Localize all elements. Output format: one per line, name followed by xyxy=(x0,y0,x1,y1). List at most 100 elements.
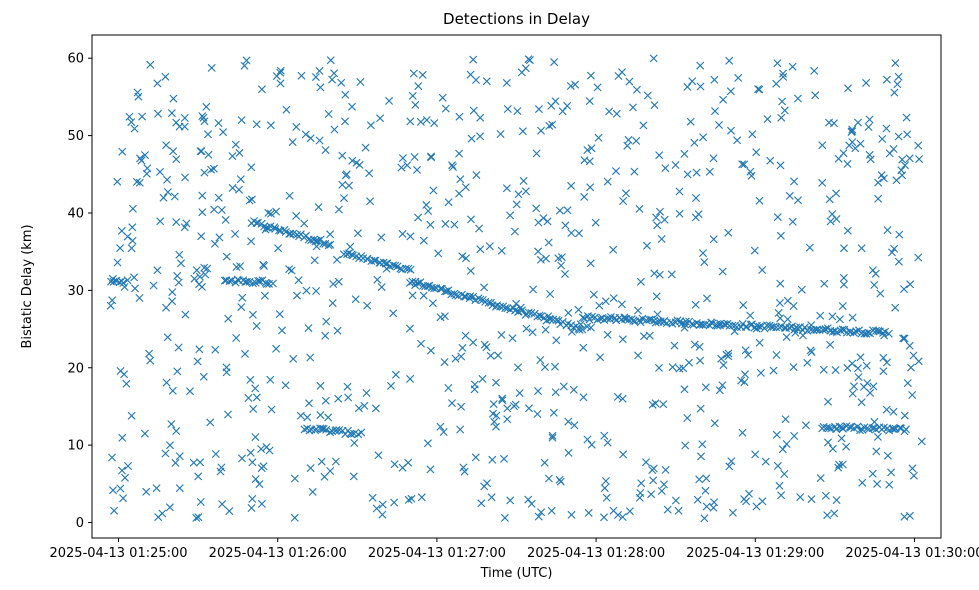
data-point xyxy=(648,466,657,474)
data-point xyxy=(517,306,526,315)
data-point xyxy=(451,354,460,363)
data-point xyxy=(618,513,627,521)
data-point xyxy=(198,282,206,291)
data-point xyxy=(619,450,628,459)
data-point xyxy=(368,493,377,502)
data-point xyxy=(194,472,203,481)
data-point xyxy=(266,209,275,218)
data-point xyxy=(285,191,294,200)
data-point xyxy=(182,219,191,228)
data-point xyxy=(696,61,705,70)
data-point xyxy=(779,69,787,78)
data-point xyxy=(494,351,503,360)
data-point xyxy=(758,266,767,274)
data-point xyxy=(127,244,136,253)
data-point xyxy=(252,322,261,330)
data-point xyxy=(534,218,543,227)
x-tick-label: 2025-04-13 01:29:00 xyxy=(686,546,824,561)
data-point xyxy=(839,280,848,289)
data-point xyxy=(554,254,563,263)
data-point xyxy=(634,306,642,315)
data-point xyxy=(472,171,481,180)
data-point xyxy=(109,486,117,495)
data-point xyxy=(385,96,394,105)
data-point xyxy=(820,279,829,288)
data-point xyxy=(578,313,587,322)
data-point xyxy=(501,304,510,313)
data-point xyxy=(475,224,484,233)
data-point xyxy=(484,298,493,307)
data-point xyxy=(489,400,498,409)
data-point xyxy=(224,314,233,323)
data-point xyxy=(391,261,400,270)
data-point xyxy=(169,94,178,103)
data-point xyxy=(691,213,700,222)
data-point xyxy=(423,439,432,448)
data-point xyxy=(181,173,189,182)
data-point xyxy=(681,320,689,329)
data-point xyxy=(333,255,341,264)
data-point xyxy=(249,279,257,288)
data-point xyxy=(848,389,857,398)
data-point xyxy=(807,348,816,357)
data-point xyxy=(316,83,325,92)
data-point xyxy=(579,393,588,402)
data-point xyxy=(305,399,313,408)
data-point xyxy=(457,352,466,361)
data-point xyxy=(848,313,857,322)
data-point xyxy=(609,506,618,515)
data-point xyxy=(870,417,879,426)
data-point xyxy=(819,365,828,374)
data-point xyxy=(345,181,353,190)
data-point xyxy=(168,288,177,297)
data-point xyxy=(448,161,457,170)
data-point xyxy=(522,324,531,333)
data-point xyxy=(441,104,450,113)
data-point xyxy=(340,194,348,203)
data-point xyxy=(772,351,781,359)
data-point xyxy=(874,194,883,203)
data-point xyxy=(688,77,697,86)
data-point xyxy=(546,290,555,298)
data-point xyxy=(163,175,172,184)
data-point xyxy=(780,106,789,115)
data-point xyxy=(198,208,207,217)
data-point xyxy=(647,315,656,324)
data-point xyxy=(681,317,690,326)
data-point xyxy=(260,291,269,300)
data-point xyxy=(312,287,321,295)
data-point xyxy=(301,130,310,139)
data-point xyxy=(819,325,827,334)
data-point xyxy=(363,255,372,263)
data-point xyxy=(550,58,559,67)
data-point xyxy=(742,322,751,331)
data-point xyxy=(128,204,137,213)
data-point xyxy=(755,85,764,94)
data-point xyxy=(755,338,764,347)
data-point xyxy=(777,113,786,122)
x-tick-label: 2025-04-13 01:26:00 xyxy=(209,546,347,561)
data-point xyxy=(121,473,129,482)
data-point xyxy=(518,127,527,136)
data-point xyxy=(857,244,866,253)
data-point xyxy=(377,233,386,242)
data-point xyxy=(899,334,908,343)
data-point xyxy=(801,421,810,430)
data-point xyxy=(695,475,704,484)
data-point xyxy=(285,265,294,274)
data-point xyxy=(636,277,645,286)
y-tick-label: 20 xyxy=(67,361,84,376)
data-point xyxy=(686,117,695,126)
data-point xyxy=(247,163,256,172)
data-point xyxy=(466,292,475,301)
data-point xyxy=(679,364,688,373)
data-point xyxy=(487,493,496,502)
data-point xyxy=(339,250,348,259)
data-point xyxy=(462,254,470,263)
data-point xyxy=(854,373,863,382)
data-point xyxy=(449,163,457,171)
data-point xyxy=(782,333,791,342)
data-point xyxy=(113,258,122,267)
data-point xyxy=(456,175,465,184)
data-point xyxy=(715,121,723,129)
